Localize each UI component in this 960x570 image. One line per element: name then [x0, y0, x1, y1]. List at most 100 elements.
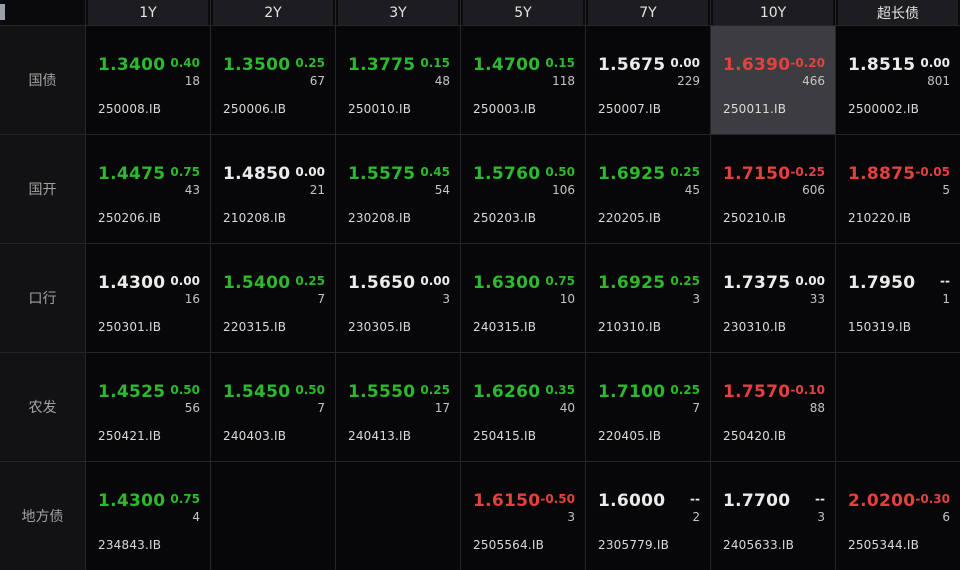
quote-cell[interactable]: 1.3500 0.25 67 250006.IB — [211, 26, 335, 134]
quote-line: 1.5400 0.25 7 — [223, 272, 325, 308]
trade-count: 43 — [184, 183, 200, 197]
bond-code: 240403.IB — [223, 429, 287, 443]
change-stack: 0.00 229 — [670, 54, 700, 90]
yield-change: 0.00 — [670, 56, 700, 70]
yield-value: 1.6390 — [723, 55, 791, 75]
change-stack: -- 3 — [815, 490, 825, 526]
trade-count: 3 — [442, 292, 450, 306]
quote-cell[interactable]: 1.7700 -- 3 2405633.IB — [711, 462, 835, 570]
quote-line: 1.4700 0.15 118 — [473, 54, 575, 90]
bond-code: 2505344.IB — [848, 538, 920, 552]
quote-cell[interactable]: 1.7150 -0.25 606 250210.IB — [711, 135, 835, 243]
quote-cell[interactable]: 1.5575 0.45 54 230208.IB — [336, 135, 460, 243]
quote-cell[interactable]: 1.3400 0.40 18 250008.IB — [86, 26, 210, 134]
quote-cell[interactable]: 1.3775 0.15 48 250010.IB — [336, 26, 460, 134]
change-stack: -- 1 — [940, 272, 950, 308]
column-header-5y: 5Y — [461, 0, 585, 25]
quote-cell[interactable]: 1.4300 0.00 16 250301.IB — [86, 244, 210, 352]
quote-cell[interactable]: 1.5400 0.25 7 220315.IB — [211, 244, 335, 352]
quote-cell[interactable]: 1.7375 0.00 33 230310.IB — [711, 244, 835, 352]
quote-cell[interactable]: 1.4700 0.15 118 250003.IB — [461, 26, 585, 134]
change-stack: -- 2 — [690, 490, 700, 526]
quote-cell[interactable]: 1.7950 -- 1 150319.IB — [836, 244, 960, 352]
trade-count: 45 — [684, 183, 700, 197]
quote-line: 1.4525 0.50 56 — [98, 381, 200, 417]
quote-line: 1.6390 -0.20 466 — [723, 54, 825, 90]
row-label-2: 国开 — [0, 135, 85, 243]
change-stack: 0.25 3 — [670, 272, 700, 308]
change-stack: -0.20 466 — [790, 54, 825, 90]
quote-cell[interactable]: 1.5675 0.00 229 250007.IB — [586, 26, 710, 134]
quote-cell[interactable]: 1.8515 0.00 801 2500002.IB — [836, 26, 960, 134]
quote-cell[interactable]: 1.5450 0.50 7 240403.IB — [211, 353, 335, 461]
quote-cell[interactable]: 1.4475 0.75 43 250206.IB — [86, 135, 210, 243]
row-label-1: 国债 — [0, 26, 85, 134]
change-stack: 0.25 7 — [295, 272, 325, 308]
quote-cell[interactable]: 1.4300 0.75 4 234843.IB — [86, 462, 210, 570]
bond-code: 250011.IB — [723, 102, 787, 116]
quote-cell[interactable]: 1.7570 -0.10 88 250420.IB — [711, 353, 835, 461]
column-header-3y: 3Y — [336, 0, 460, 25]
yield-change: 0.50 — [170, 383, 200, 397]
quote-cell[interactable] — [211, 462, 335, 570]
quote-line: 1.3400 0.40 18 — [98, 54, 200, 90]
trade-count: 7 — [317, 401, 325, 415]
bond-code: 240315.IB — [473, 320, 537, 334]
row-label-5: 地方债 — [0, 462, 85, 570]
yield-change: 0.00 — [170, 274, 200, 288]
change-stack: -0.50 3 — [540, 490, 575, 526]
change-stack: -0.30 6 — [915, 490, 950, 526]
quote-cell[interactable]: 1.6260 0.35 40 250415.IB — [461, 353, 585, 461]
column-header-1y: 1Y — [86, 0, 210, 25]
bond-code: 250203.IB — [473, 211, 537, 225]
change-stack: 0.00 801 — [920, 54, 950, 90]
yield-change: -0.05 — [915, 165, 950, 179]
quote-cell[interactable] — [836, 353, 960, 461]
quote-cell[interactable]: 1.6300 0.75 10 240315.IB — [461, 244, 585, 352]
bond-code: 250420.IB — [723, 429, 787, 443]
quote-line: 1.7100 0.25 7 — [598, 381, 700, 417]
bond-code: 240413.IB — [348, 429, 412, 443]
yield-change: 0.35 — [545, 383, 575, 397]
yield-value: 1.7950 — [848, 273, 916, 293]
quote-cell[interactable]: 1.6925 0.25 3 210310.IB — [586, 244, 710, 352]
quote-cell[interactable]: 1.4850 0.00 21 210208.IB — [211, 135, 335, 243]
trade-count: 118 — [552, 74, 575, 88]
quote-cell[interactable]: 1.6000 -- 2 2305779.IB — [586, 462, 710, 570]
trade-count: 56 — [184, 401, 200, 415]
quote-cell[interactable]: 1.6390 -0.20 466 250011.IB — [711, 26, 835, 134]
quote-line: 1.6150 -0.50 3 — [473, 490, 575, 526]
column-header-10y: 10Y — [711, 0, 835, 25]
quote-cell[interactable]: 1.6150 -0.50 3 2505564.IB — [461, 462, 585, 570]
bond-code: 220205.IB — [598, 211, 662, 225]
change-stack: 0.75 4 — [170, 490, 200, 526]
quote-cell[interactable] — [336, 462, 460, 570]
trade-count: 88 — [809, 401, 825, 415]
yield-value: 2.0200 — [848, 491, 916, 511]
quote-cell[interactable]: 1.7100 0.25 7 220405.IB — [586, 353, 710, 461]
quote-cell[interactable]: 1.5760 0.50 106 250203.IB — [461, 135, 585, 243]
trade-count: 48 — [434, 74, 450, 88]
change-stack: 0.25 17 — [420, 381, 450, 417]
corner-handle — [0, 4, 5, 20]
quote-cell[interactable]: 1.4525 0.50 56 250421.IB — [86, 353, 210, 461]
quote-line: 1.6000 -- 2 — [598, 490, 700, 526]
bond-code: 230310.IB — [723, 320, 787, 334]
quote-cell[interactable]: 1.6925 0.25 45 220205.IB — [586, 135, 710, 243]
trade-count: 16 — [184, 292, 200, 306]
quote-cell[interactable]: 1.8875 -0.05 5 210220.IB — [836, 135, 960, 243]
header-corner-cell — [0, 0, 85, 25]
quote-line: 1.4475 0.75 43 — [98, 163, 200, 199]
change-stack: 0.00 16 — [170, 272, 200, 308]
yield-change: -- — [940, 274, 950, 288]
yield-value: 1.4300 — [98, 273, 166, 293]
quote-cell[interactable]: 1.5550 0.25 17 240413.IB — [336, 353, 460, 461]
quote-cell[interactable]: 2.0200 -0.30 6 2505344.IB — [836, 462, 960, 570]
change-stack: 0.45 54 — [420, 163, 450, 199]
quote-line: 1.7700 -- 3 — [723, 490, 825, 526]
change-stack: 0.25 45 — [670, 163, 700, 199]
quote-cell[interactable]: 1.5650 0.00 3 230305.IB — [336, 244, 460, 352]
trade-count: 801 — [927, 74, 950, 88]
yield-change: -- — [690, 492, 700, 506]
yield-value: 1.3400 — [98, 55, 166, 75]
